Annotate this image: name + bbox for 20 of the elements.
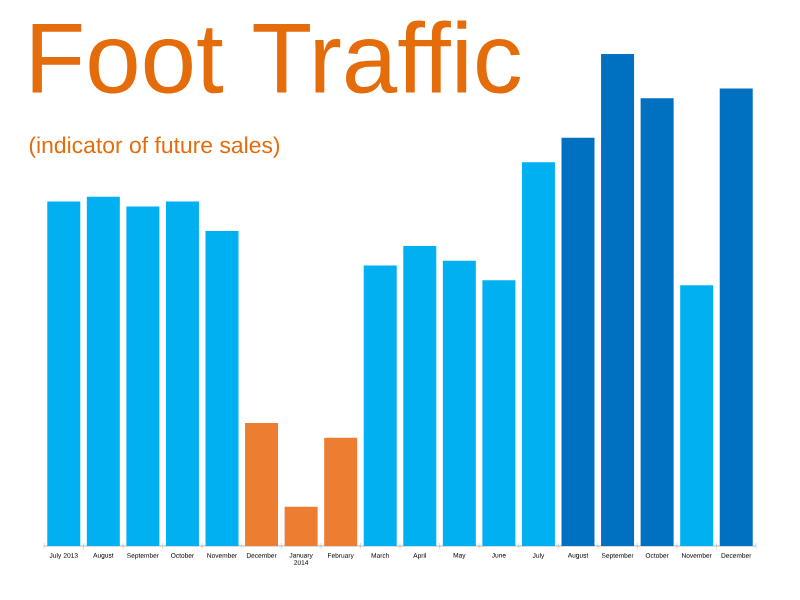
bar — [561, 137, 595, 546]
bar — [86, 196, 120, 546]
bar — [205, 231, 239, 546]
bar — [324, 437, 358, 546]
bar — [245, 423, 279, 546]
bar — [403, 245, 437, 546]
bar — [482, 280, 516, 546]
bar — [165, 201, 199, 546]
text: (indicator of future sales) — [29, 136, 280, 158]
bar — [363, 265, 397, 546]
bar — [601, 53, 635, 546]
bar — [719, 88, 753, 546]
bar — [521, 162, 555, 546]
bar — [47, 201, 81, 546]
bar — [680, 285, 714, 546]
bar — [284, 506, 318, 546]
chart-title: Foot Traffic — [32, 20, 521, 94]
bar — [442, 260, 476, 546]
bar — [640, 98, 674, 546]
bar — [126, 206, 160, 546]
